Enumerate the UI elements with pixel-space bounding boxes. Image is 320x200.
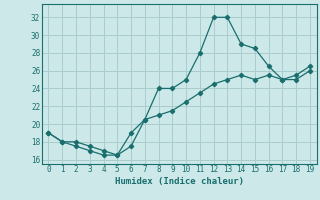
- X-axis label: Humidex (Indice chaleur): Humidex (Indice chaleur): [115, 177, 244, 186]
